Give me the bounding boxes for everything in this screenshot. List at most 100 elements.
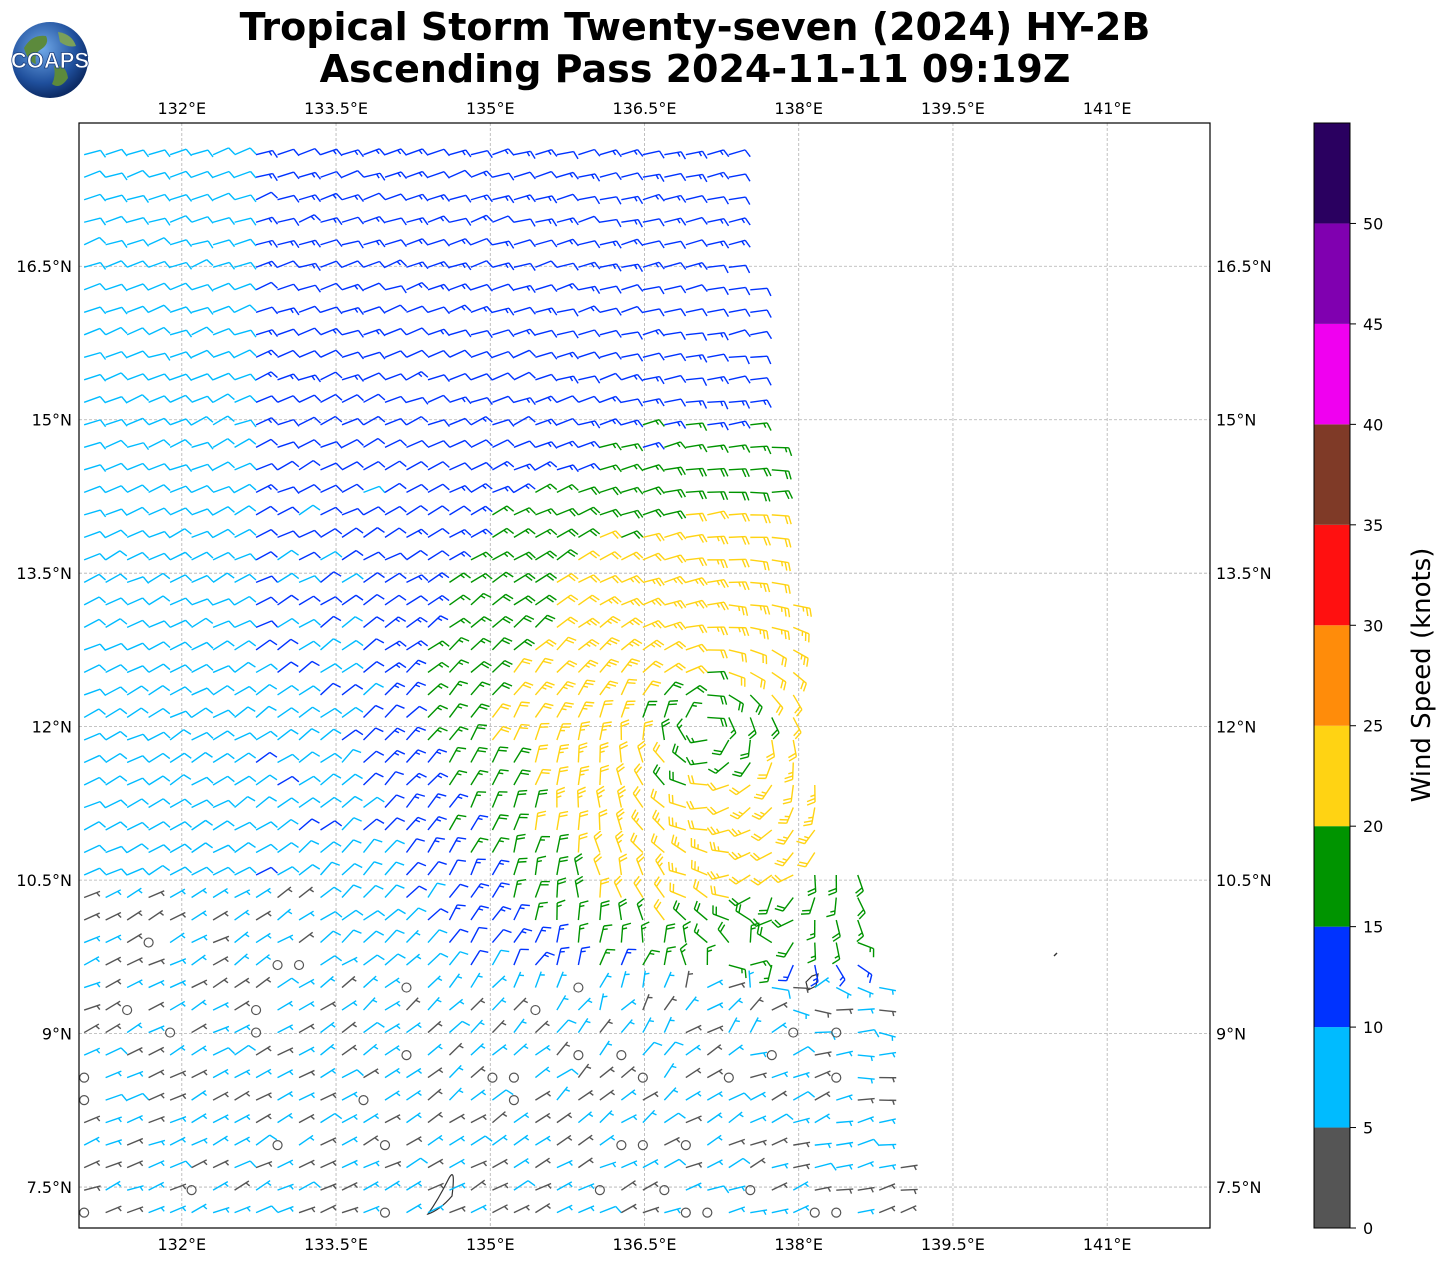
wind-barb bbox=[771, 1090, 788, 1101]
wind-barb bbox=[491, 997, 507, 1011]
wind-barb bbox=[79, 1095, 90, 1106]
logo-text: COAPS bbox=[11, 48, 89, 73]
wind-barb bbox=[706, 1091, 724, 1101]
wind-barb bbox=[771, 1113, 794, 1124]
wind-barb bbox=[362, 838, 383, 853]
wind-barb bbox=[363, 727, 384, 741]
wind-barb bbox=[470, 1065, 486, 1079]
wind-barb bbox=[191, 999, 207, 1011]
wind-barb bbox=[298, 1159, 315, 1169]
wind-barb bbox=[358, 1095, 369, 1106]
wind-barb bbox=[900, 1188, 918, 1195]
wind-barb bbox=[148, 909, 164, 921]
colorbar-bin bbox=[1314, 725, 1350, 827]
wind-barb bbox=[212, 977, 229, 989]
wind-barb bbox=[556, 766, 569, 786]
wind-barb bbox=[212, 1206, 230, 1214]
coaps-logo: COAPS bbox=[10, 22, 90, 98]
wind-barb bbox=[556, 833, 569, 853]
wind-barb bbox=[293, 959, 305, 971]
wind-barb bbox=[595, 785, 605, 808]
wind-barb bbox=[706, 870, 729, 880]
wind-barb bbox=[556, 1204, 573, 1214]
wind-barb bbox=[298, 797, 321, 809]
wind-barb bbox=[320, 1043, 336, 1056]
lat-tick-label: 7.5°N bbox=[1216, 1178, 1261, 1197]
wind-barb bbox=[620, 922, 632, 943]
wind-barb bbox=[618, 741, 628, 763]
chart-title: Tropical Storm Twenty-seven (2024) HY-2B… bbox=[140, 6, 1250, 90]
wind-barb bbox=[487, 1072, 498, 1083]
wind-barb bbox=[491, 928, 512, 943]
wind-barb bbox=[707, 979, 724, 989]
wind-barb bbox=[341, 706, 364, 719]
wind-barb bbox=[169, 1205, 187, 1214]
wind-barb bbox=[298, 1181, 321, 1191]
wind-barb bbox=[341, 1069, 364, 1079]
wind-barb bbox=[534, 835, 550, 853]
wind-barb bbox=[685, 996, 699, 1011]
wind-barb bbox=[191, 1023, 208, 1034]
lon-tick-label: 138°E bbox=[774, 1235, 823, 1254]
wind-barb bbox=[492, 1182, 509, 1191]
wind-barb bbox=[470, 1160, 488, 1169]
wind-barb bbox=[573, 982, 584, 993]
wind-barb bbox=[599, 1040, 613, 1056]
wind-barb bbox=[792, 1046, 816, 1056]
wind-barb bbox=[212, 1181, 229, 1191]
wind-barb bbox=[711, 739, 730, 756]
wind-barb bbox=[83, 1115, 101, 1124]
wind-barb bbox=[470, 746, 488, 763]
wind-barb bbox=[234, 1000, 251, 1011]
wind-barb bbox=[148, 707, 171, 719]
wind-barb bbox=[169, 774, 192, 786]
wind-barb bbox=[298, 1046, 315, 1056]
wind-barb bbox=[148, 798, 171, 809]
wind-barb bbox=[319, 861, 340, 876]
wind-barb bbox=[620, 1180, 637, 1191]
wind-barb bbox=[745, 1185, 756, 1196]
wind-barb bbox=[405, 929, 421, 944]
wind-barb bbox=[79, 1207, 90, 1218]
wind-barb bbox=[814, 1070, 831, 1079]
wind-barb bbox=[126, 1070, 144, 1079]
wind-barb bbox=[855, 874, 864, 898]
wind-barb bbox=[320, 773, 342, 786]
wind-barb bbox=[105, 934, 122, 944]
wind-barb bbox=[771, 874, 794, 884]
wind-barb bbox=[655, 853, 665, 876]
wind-barb bbox=[707, 1002, 724, 1011]
wind-barb bbox=[599, 948, 616, 966]
wind-barb bbox=[126, 821, 150, 831]
lat-tick-label: 10.5°N bbox=[1216, 871, 1272, 890]
lon-tick-label: 138°E bbox=[774, 99, 823, 118]
wind-barb bbox=[384, 953, 406, 966]
wind-barb bbox=[620, 999, 637, 1011]
wind-barb bbox=[599, 742, 609, 763]
wind-barb bbox=[277, 908, 293, 921]
wind-barb bbox=[363, 818, 385, 831]
colorbar-ticks: 0 5 10 15 20 25 30 35 40 45 50 bbox=[1350, 214, 1383, 1238]
wind-barb bbox=[599, 900, 610, 921]
wind-barb bbox=[620, 1019, 635, 1034]
wind-barb bbox=[706, 1112, 723, 1124]
wind-barb bbox=[796, 829, 816, 845]
wind-barb bbox=[598, 809, 608, 831]
wind-barb bbox=[363, 975, 378, 989]
wind-barb bbox=[363, 1113, 380, 1124]
wind-barb bbox=[320, 1092, 337, 1101]
wind-barb bbox=[750, 1051, 768, 1058]
wind-barb bbox=[105, 889, 122, 899]
wind-barb bbox=[320, 886, 342, 899]
wind-barb bbox=[449, 1135, 466, 1146]
wind-barb bbox=[620, 1066, 637, 1079]
wind-barb bbox=[707, 1185, 730, 1194]
wind-barb bbox=[788, 1027, 799, 1038]
wind-barb bbox=[857, 1054, 875, 1062]
plot-area bbox=[78, 122, 1211, 1229]
wind-barb bbox=[405, 772, 427, 786]
wind-barb bbox=[756, 925, 773, 944]
wind-barb bbox=[814, 1009, 832, 1018]
wind-barb bbox=[191, 910, 208, 921]
wind-barb bbox=[255, 932, 272, 944]
